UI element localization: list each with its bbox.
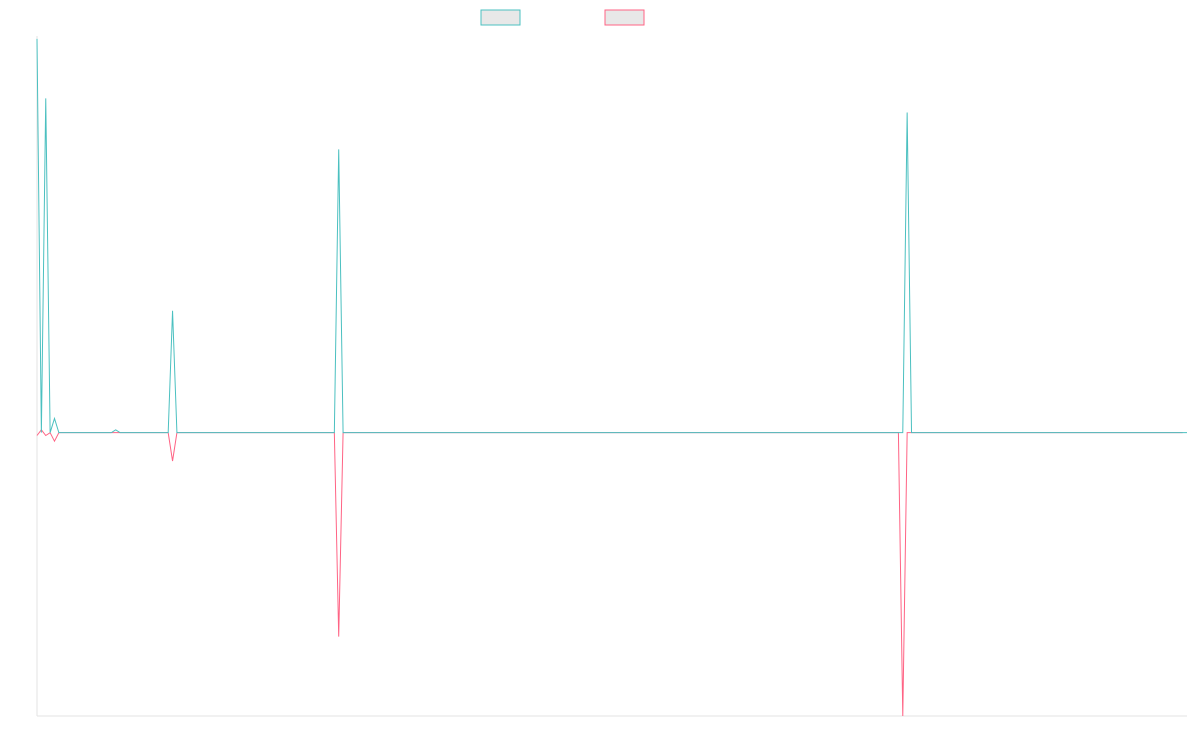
- series-line-1: [36, 38, 1187, 434]
- series-layer: [36, 38, 1187, 717]
- legend-swatch-2[interactable]: [604, 9, 645, 26]
- legend[interactable]: [480, 9, 645, 26]
- legend-swatch-1[interactable]: [480, 9, 521, 26]
- axes: [36, 36, 1187, 717]
- series-line-2: [36, 429, 1183, 717]
